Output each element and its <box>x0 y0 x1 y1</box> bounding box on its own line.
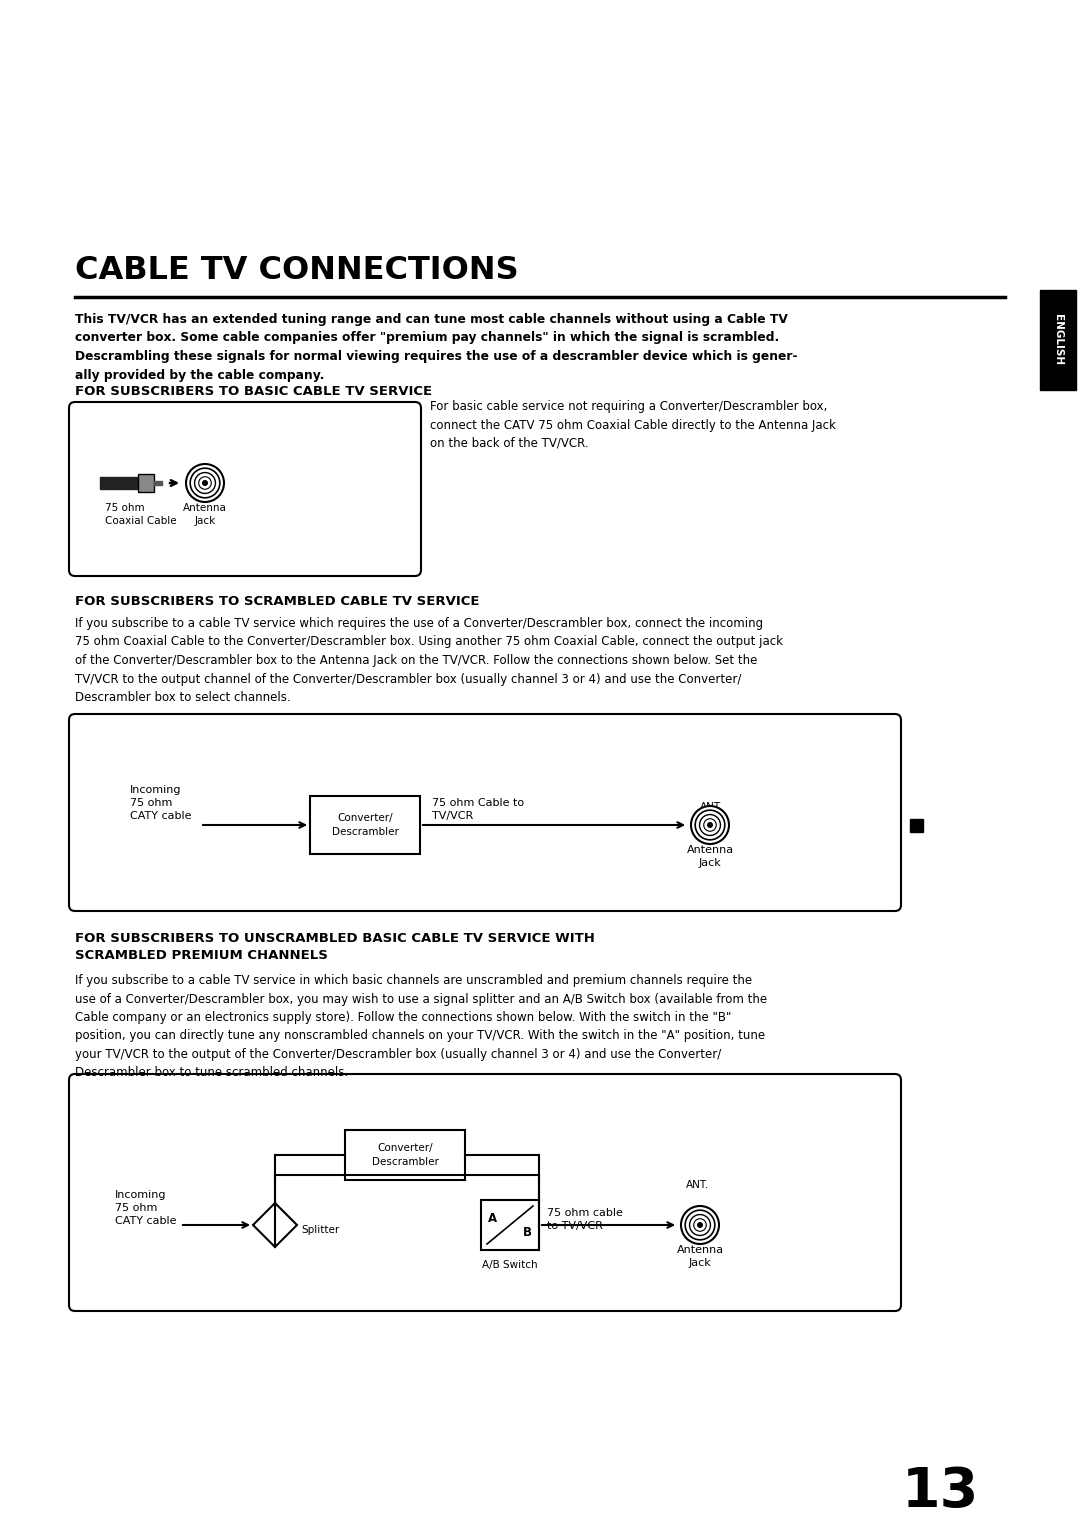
FancyBboxPatch shape <box>69 402 421 576</box>
FancyBboxPatch shape <box>69 714 901 911</box>
Circle shape <box>691 805 729 843</box>
Circle shape <box>700 814 720 836</box>
Text: CABLE TV CONNECTIONS: CABLE TV CONNECTIONS <box>75 255 518 286</box>
Text: B: B <box>523 1225 531 1239</box>
Circle shape <box>199 477 212 489</box>
Text: This TV/VCR has an extended tuning range and can tune most cable channels withou: This TV/VCR has an extended tuning range… <box>75 313 797 382</box>
Bar <box>310 796 420 854</box>
Text: If you subscribe to a cable TV service which requires the use of a Converter/Des: If you subscribe to a cable TV service w… <box>75 617 783 704</box>
Text: For basic cable service not requiring a Converter/Descrambler box,
connect the C: For basic cable service not requiring a … <box>430 400 836 451</box>
Circle shape <box>704 819 716 831</box>
Text: FOR SUBSCRIBERS TO SCRAMBLED CABLE TV SERVICE: FOR SUBSCRIBERS TO SCRAMBLED CABLE TV SE… <box>75 594 480 608</box>
Text: Antenna
Jack: Antenna Jack <box>676 1245 724 1268</box>
Text: 75 ohm cable
to TV/VCR: 75 ohm cable to TV/VCR <box>546 1209 623 1232</box>
Text: FOR SUBSCRIBERS TO UNSCRAMBLED BASIC CABLE TV SERVICE WITH
SCRAMBLED PREMIUM CHA: FOR SUBSCRIBERS TO UNSCRAMBLED BASIC CAB… <box>75 932 595 963</box>
Text: Antenna
Jack: Antenna Jack <box>184 503 227 526</box>
Text: 75 ohm
Coaxial Cable: 75 ohm Coaxial Cable <box>105 503 177 526</box>
Text: Antenna
Jack: Antenna Jack <box>687 845 733 868</box>
Text: Converter/
Descrambler: Converter/ Descrambler <box>332 813 399 837</box>
Circle shape <box>194 472 215 494</box>
Bar <box>1040 290 1076 390</box>
Circle shape <box>698 1222 702 1227</box>
Text: FOR SUBSCRIBERS TO BASIC CABLE TV SERVICE: FOR SUBSCRIBERS TO BASIC CABLE TV SERVIC… <box>75 385 432 397</box>
Bar <box>345 1131 465 1180</box>
Text: Splitter: Splitter <box>301 1225 339 1235</box>
Circle shape <box>689 1215 711 1236</box>
Bar <box>138 474 154 492</box>
Text: ANT.: ANT. <box>686 1180 710 1190</box>
Circle shape <box>203 481 207 486</box>
Bar <box>910 819 923 833</box>
Text: ENGLISH: ENGLISH <box>1053 315 1063 365</box>
Polygon shape <box>253 1203 297 1247</box>
Bar <box>481 1199 539 1250</box>
Text: 75 ohm Cable to
TV/VCR: 75 ohm Cable to TV/VCR <box>432 798 524 821</box>
Circle shape <box>685 1210 715 1239</box>
Bar <box>154 481 162 484</box>
Circle shape <box>190 468 220 498</box>
Circle shape <box>693 1219 706 1232</box>
Text: Converter/
Descrambler: Converter/ Descrambler <box>372 1143 438 1166</box>
Text: A/B Switch: A/B Switch <box>482 1261 538 1270</box>
FancyBboxPatch shape <box>69 1074 901 1311</box>
Bar <box>100 477 138 489</box>
Text: ANT.: ANT. <box>700 802 724 811</box>
Text: A: A <box>488 1212 498 1224</box>
Circle shape <box>681 1206 719 1244</box>
Text: Incoming
75 ohm
CATY cable: Incoming 75 ohm CATY cable <box>114 1190 176 1227</box>
Text: 13: 13 <box>902 1465 978 1519</box>
Text: Incoming
75 ohm
CATY cable: Incoming 75 ohm CATY cable <box>130 785 191 822</box>
Circle shape <box>186 465 224 503</box>
Circle shape <box>707 822 713 827</box>
Circle shape <box>696 810 725 840</box>
Text: If you subscribe to a cable TV service in which basic channels are unscrambled a: If you subscribe to a cable TV service i… <box>75 973 767 1079</box>
